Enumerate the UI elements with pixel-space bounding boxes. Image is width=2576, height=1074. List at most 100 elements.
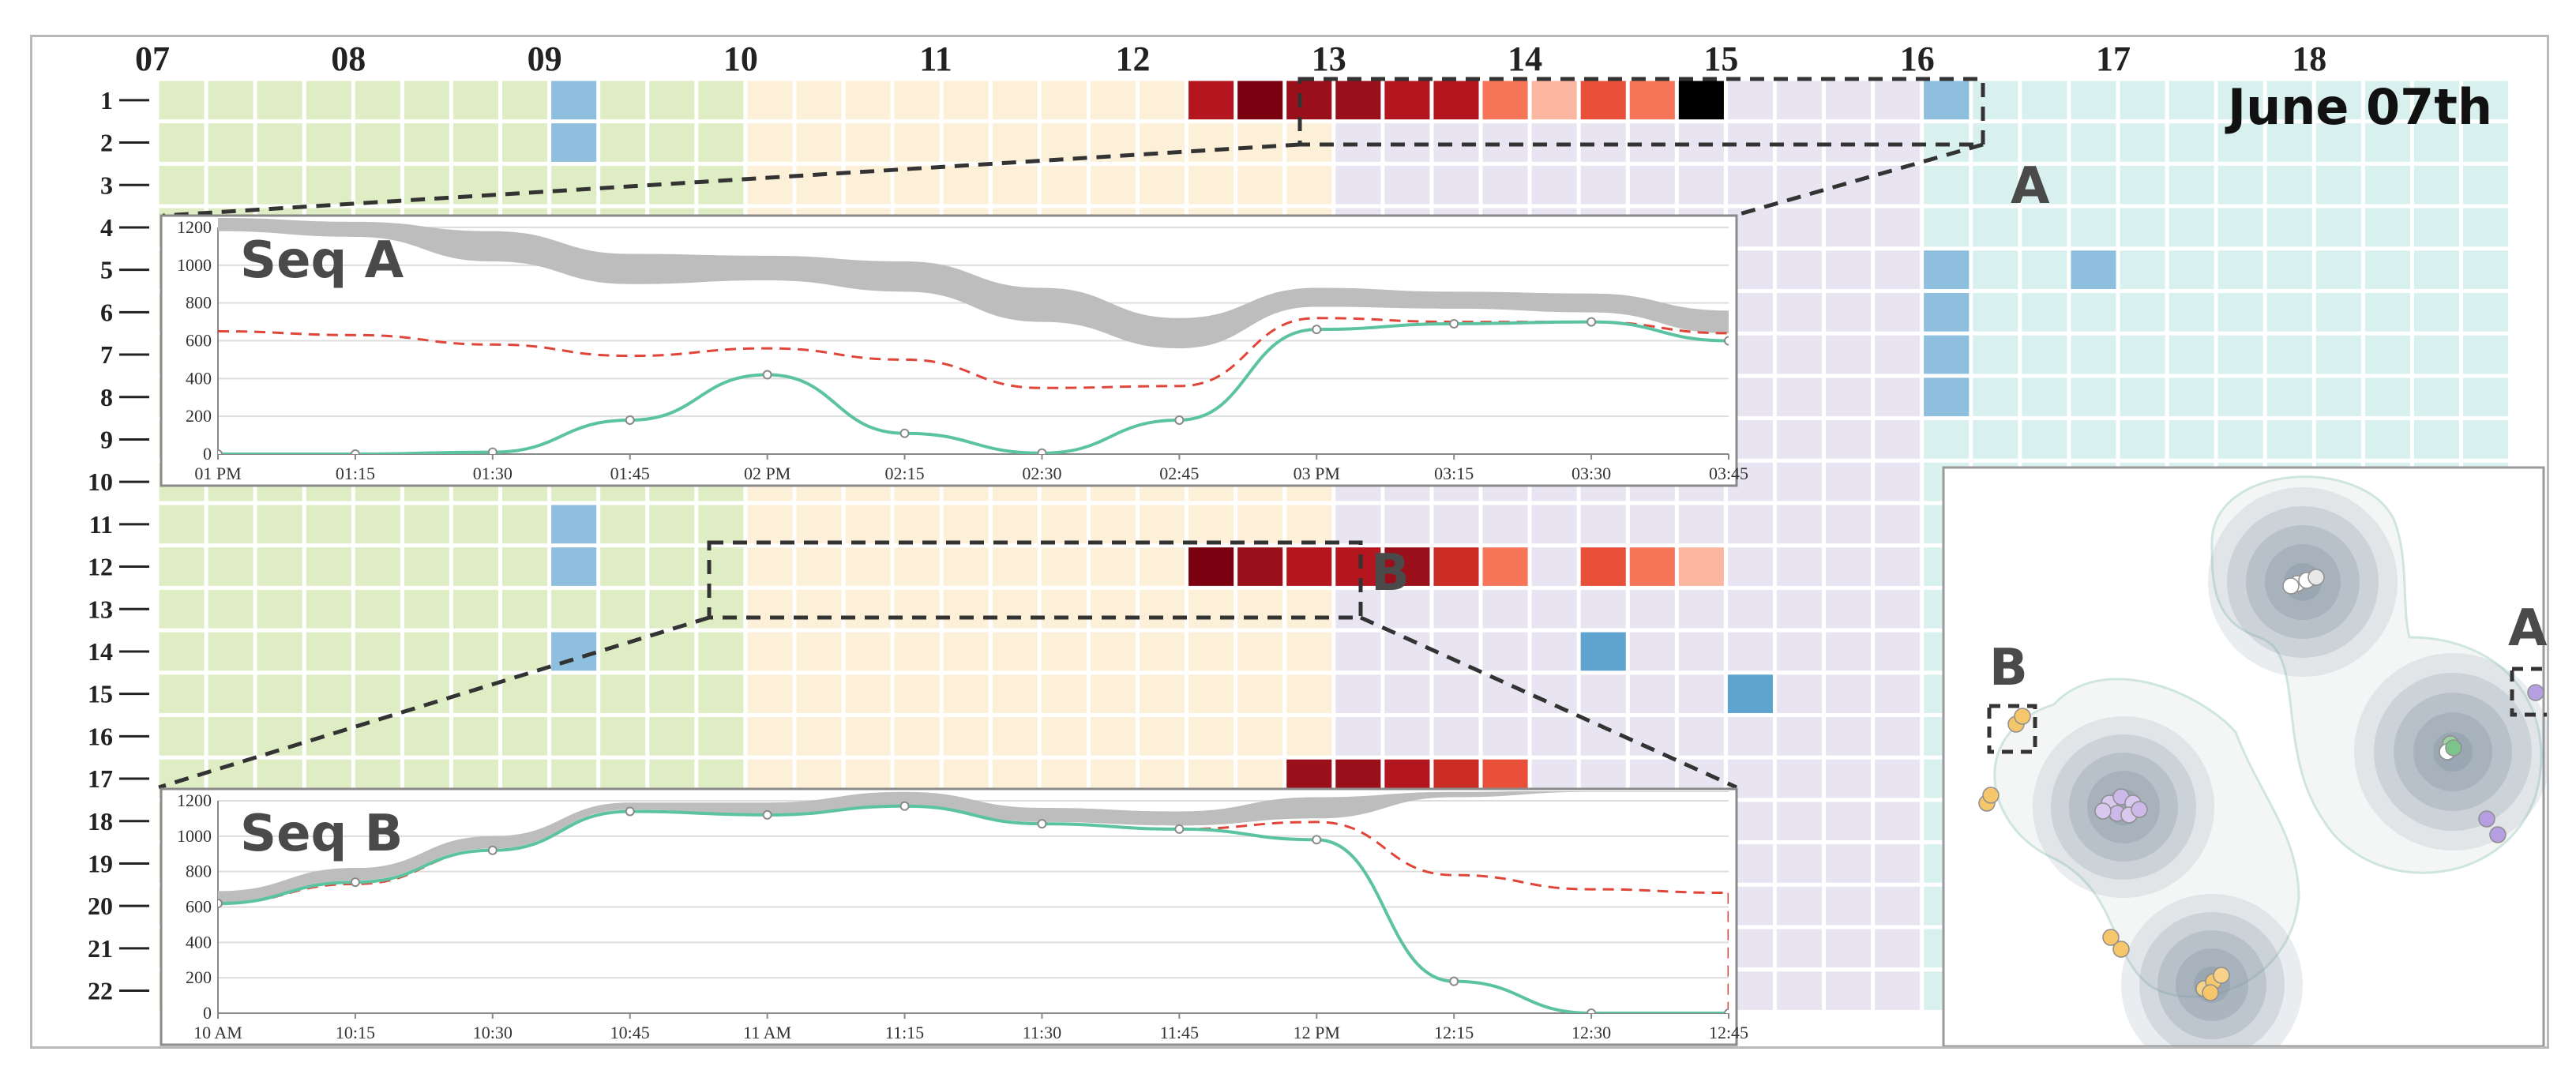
heatmap-cell (1776, 844, 1823, 883)
cluster-point (2478, 810, 2495, 828)
heatmap-cell (894, 589, 940, 629)
heatmap-cell (600, 123, 646, 162)
seq-a-panel: 0 200 400 600 800 1000 1200 01 PM 01:15 01:30 01:4… (160, 214, 1748, 487)
heatmap-cell (2315, 165, 2361, 205)
sequence-point (1449, 976, 1459, 986)
heatmap-cell (2217, 123, 2263, 162)
heatmap-cell (1041, 717, 1087, 756)
heatmap-cell (159, 547, 205, 586)
heatmap-cell-highlight (1433, 81, 1479, 120)
heatmap-cell (943, 674, 989, 713)
heatmap-cell (1776, 547, 1823, 586)
heatmap-cell (1826, 293, 1872, 332)
heatmap-cell (306, 81, 351, 120)
heatmap-cell (698, 123, 744, 162)
heatmap-cell (845, 674, 891, 713)
heatmap-cell (1140, 165, 1185, 205)
heatmap-cell (1826, 632, 1872, 671)
heatmap-cell (845, 717, 891, 756)
heatmap-cell (159, 632, 205, 671)
heatmap-cell (1188, 505, 1234, 544)
heatmap-cell (747, 717, 793, 756)
heatmap-cell (2463, 250, 2509, 289)
heatmap-cell (2169, 81, 2214, 120)
y-tick-label: 200 (186, 967, 212, 987)
y-tick-label: 400 (186, 368, 212, 388)
heatmap-cell (2022, 335, 2067, 374)
heatmap-cell (208, 505, 253, 544)
heatmap-cell (845, 547, 891, 586)
hour-label: 18 (2292, 39, 2326, 78)
heatmap-cell (992, 81, 1038, 120)
heatmap-cell (747, 165, 793, 205)
cluster-point (2131, 801, 2148, 818)
heatmap-cell (1875, 377, 1921, 417)
heatmap-cell (1433, 505, 1479, 544)
heatmap-cell (845, 632, 891, 671)
heatmap-cell (1973, 123, 2018, 162)
y-tick-label: 1200 (177, 217, 212, 237)
heatmap-cell (600, 547, 646, 586)
heatmap-cell (502, 547, 548, 586)
heatmap-cell (1286, 505, 1332, 544)
heatmap-cell (1826, 929, 1872, 968)
heatmap-cell (992, 165, 1038, 205)
sequence-point (1312, 835, 1322, 845)
heatmap-cell (698, 589, 744, 629)
heatmap-cell-highlight (1482, 81, 1528, 120)
heatmap-cell (2413, 250, 2460, 289)
heatmap-cell (2169, 335, 2214, 374)
y-tick-label: 200 (186, 406, 212, 426)
heatmap-cell (2022, 420, 2067, 459)
heatmap-cell (452, 547, 499, 586)
heatmap-cell (649, 674, 695, 713)
x-tick-label: 12:15 (1434, 1023, 1474, 1042)
heatmap-cell (551, 674, 597, 713)
heatmap-cell (2169, 250, 2214, 289)
heatmap-cell (2169, 293, 2214, 332)
density-contour (2069, 753, 2178, 862)
callout-label-b: B (1371, 544, 1410, 603)
heatmap-cell-highlight (1384, 547, 1430, 586)
cluster-box-a (2510, 667, 2547, 717)
heatmap-cell (2120, 123, 2165, 162)
heatmap-cell (600, 165, 646, 205)
heatmap-cell (306, 505, 351, 544)
heatmap-cell (1237, 589, 1283, 629)
heatmap-cell (257, 123, 302, 162)
heatmap-cell (257, 632, 302, 671)
heatmap-cell (2266, 293, 2312, 332)
heatmap-cell (452, 674, 499, 713)
heatmap-cell (2413, 335, 2460, 374)
heatmap-cell (2315, 335, 2361, 374)
heatmap-cell (1041, 632, 1087, 671)
heatmap-cell (2315, 250, 2361, 289)
heatmap-cell (1776, 674, 1823, 713)
row-label: 12 (88, 553, 113, 581)
heatmap-cell (1090, 547, 1136, 586)
x-tick-label: 02 PM (744, 464, 790, 483)
heatmap-cell-highlight (1924, 81, 1970, 120)
heatmap-cell (1188, 123, 1234, 162)
heatmap-cell (306, 674, 351, 713)
row-label: 16 (88, 722, 113, 750)
heatmap-cell (1776, 81, 1823, 120)
heatmap-cell (600, 674, 646, 713)
heatmap-cell (2120, 377, 2165, 417)
heatmap-cell (1776, 208, 1823, 247)
x-tick-label: 03 PM (1294, 464, 1340, 483)
heatmap-cell (2315, 208, 2361, 247)
heatmap-cell (1580, 717, 1626, 756)
row-label: 13 (88, 595, 113, 623)
heatmap-cell (1286, 589, 1332, 629)
heatmap-cell (1776, 929, 1823, 968)
heatmap-cell (1826, 759, 1872, 798)
heatmap-cell (2071, 335, 2116, 374)
heatmap-cell (355, 505, 400, 544)
heatmap-cell (1531, 674, 1577, 713)
heatmap-cell (992, 547, 1038, 586)
callout-connector-a-left (162, 142, 1301, 218)
heatmap-cell (1286, 632, 1332, 671)
heatmap-cell (649, 81, 695, 120)
sequence-point (487, 447, 498, 454)
